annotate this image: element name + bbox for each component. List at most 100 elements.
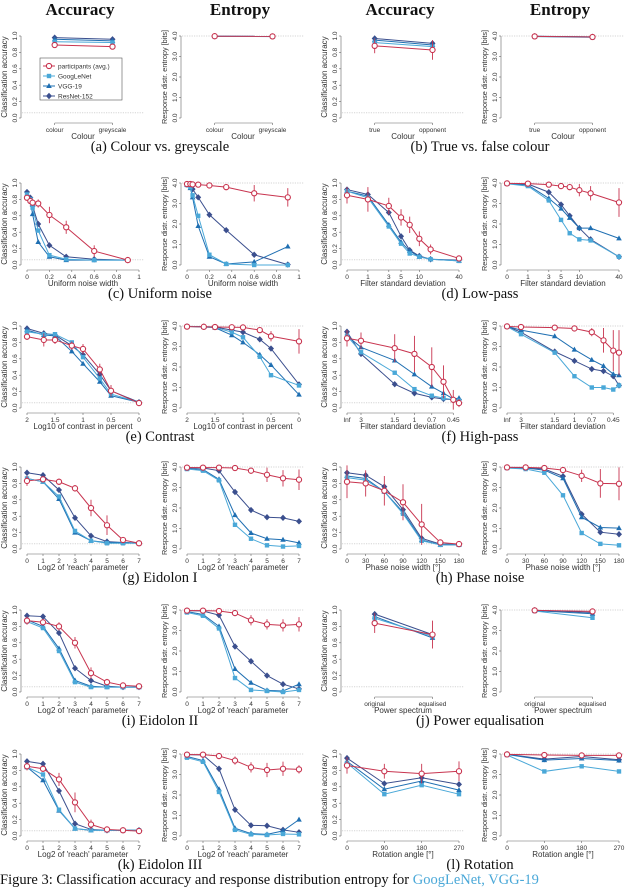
x-tick-label: 3 xyxy=(73,845,77,852)
x-tick-label: 120 xyxy=(416,558,427,565)
y-tick-label: 0.8 xyxy=(332,479,339,488)
y-axis-label: Response distr. entropy [bits] xyxy=(480,461,489,555)
resnet152-line xyxy=(346,189,460,261)
y-tick-label: 4.0 xyxy=(492,31,499,40)
googlenet-marker xyxy=(24,329,30,334)
y-tick-label: 0.6 xyxy=(332,64,339,73)
y-axis-label: Response distr. entropy [bits] xyxy=(160,177,169,271)
x-tick-label: 7 xyxy=(137,845,141,852)
legend-label-participants: participants (avg.) xyxy=(58,63,110,70)
x-tick-label: 0 xyxy=(345,274,349,281)
participants-marker xyxy=(119,827,127,834)
x-tick-label: 4 xyxy=(249,701,253,708)
participants-marker xyxy=(263,766,271,774)
x-tick-label: 3 xyxy=(73,558,77,565)
googlenet-marker xyxy=(417,254,422,259)
participants-series xyxy=(183,180,291,207)
vgg19-marker xyxy=(411,371,418,377)
participants-marker xyxy=(455,540,463,548)
participants-series xyxy=(211,33,276,40)
y-tick-label: 2.0 xyxy=(172,503,179,512)
x-tick-label: 30 xyxy=(362,558,370,565)
x-tick-label: 3 xyxy=(73,701,77,708)
participants-marker xyxy=(589,33,596,41)
y-tick-label: 4.0 xyxy=(492,321,499,330)
y-axis-label: Response distr. entropy [bits] xyxy=(480,30,489,124)
y-tick-label: 0.6 xyxy=(332,495,339,504)
googlenet-line xyxy=(186,757,300,836)
participants-marker xyxy=(35,200,42,207)
googlenet-marker xyxy=(88,538,94,543)
resnet152-marker xyxy=(558,201,565,208)
googlenet-marker xyxy=(601,385,606,390)
participants-marker xyxy=(545,181,552,188)
participants-marker xyxy=(55,776,63,783)
participants-marker xyxy=(343,762,351,769)
y-axis-label: Classification accuracy xyxy=(0,183,9,264)
googlenet-marker xyxy=(616,254,622,259)
googlenet-marker xyxy=(264,688,270,694)
vgg19-marker xyxy=(264,535,270,541)
resnet152-marker xyxy=(232,643,238,650)
participants-marker xyxy=(63,224,70,231)
resnet152-marker xyxy=(381,780,388,787)
y-tick-label: 0.0 xyxy=(492,544,499,553)
participants-marker xyxy=(135,683,143,690)
participants-marker xyxy=(40,336,47,344)
caption-model-links[interactable]: GoogLeNet, VGG-19 xyxy=(412,872,539,887)
y-tick-label: 0.2 xyxy=(12,671,19,680)
googlenet-marker xyxy=(216,789,222,795)
participants-marker xyxy=(103,826,111,833)
y-tick-label: 0.4 xyxy=(332,654,339,663)
x-tick-label: 0 xyxy=(185,701,189,708)
resnet152-marker xyxy=(280,681,286,688)
googlenet-marker xyxy=(542,769,547,774)
participants-marker xyxy=(531,33,538,40)
googlenet-marker xyxy=(88,828,94,833)
y-tick-label: 3.0 xyxy=(492,342,499,351)
x-tick-label: colour xyxy=(206,127,225,134)
y-tick-label: 0.0 xyxy=(492,113,499,122)
resnet152-marker xyxy=(268,345,274,352)
googlenet-marker xyxy=(589,385,594,390)
vgg19-line xyxy=(534,610,593,615)
participants-marker xyxy=(23,617,31,624)
googlenet-marker xyxy=(200,613,206,618)
googlenet-series xyxy=(24,764,142,833)
googlenet-line xyxy=(346,762,460,795)
x-tick-label: 5 xyxy=(265,558,269,565)
participants-line xyxy=(506,753,619,756)
googlenet-marker xyxy=(579,764,584,769)
x-tick-label: 7 xyxy=(137,701,141,708)
googlenet-marker xyxy=(40,625,46,631)
resnet152-marker xyxy=(391,381,398,388)
participants-marker xyxy=(284,194,291,201)
resnet152-line xyxy=(186,184,288,266)
x-tick-label: 90 xyxy=(541,845,549,852)
y-tick-label: 1.0 xyxy=(492,240,499,249)
participants-marker xyxy=(610,347,617,354)
y-tick-label: 3.0 xyxy=(172,199,179,208)
y-tick-label: 2.0 xyxy=(492,362,499,371)
subfigure-caption: (l) Rotation xyxy=(446,857,514,873)
googlenet-marker xyxy=(392,370,397,375)
x-tick-label: opponent xyxy=(579,127,606,134)
x-tick-label: 0.5 xyxy=(106,417,115,424)
legend-label-vgg19: VGG-19 xyxy=(58,83,82,90)
y-tick-label: 0.0 xyxy=(492,260,499,269)
y-tick-label: 3.0 xyxy=(492,770,499,779)
participants-marker xyxy=(397,214,405,221)
vgg19-marker xyxy=(296,816,302,822)
resnet152-line xyxy=(374,613,433,636)
vgg19-marker xyxy=(576,225,583,231)
x-tick-label: 1 xyxy=(137,274,141,281)
vgg19-series xyxy=(344,188,462,263)
participants-marker xyxy=(228,324,235,331)
resnet152-series xyxy=(504,464,622,538)
x-tick-label: 0 xyxy=(345,558,349,565)
